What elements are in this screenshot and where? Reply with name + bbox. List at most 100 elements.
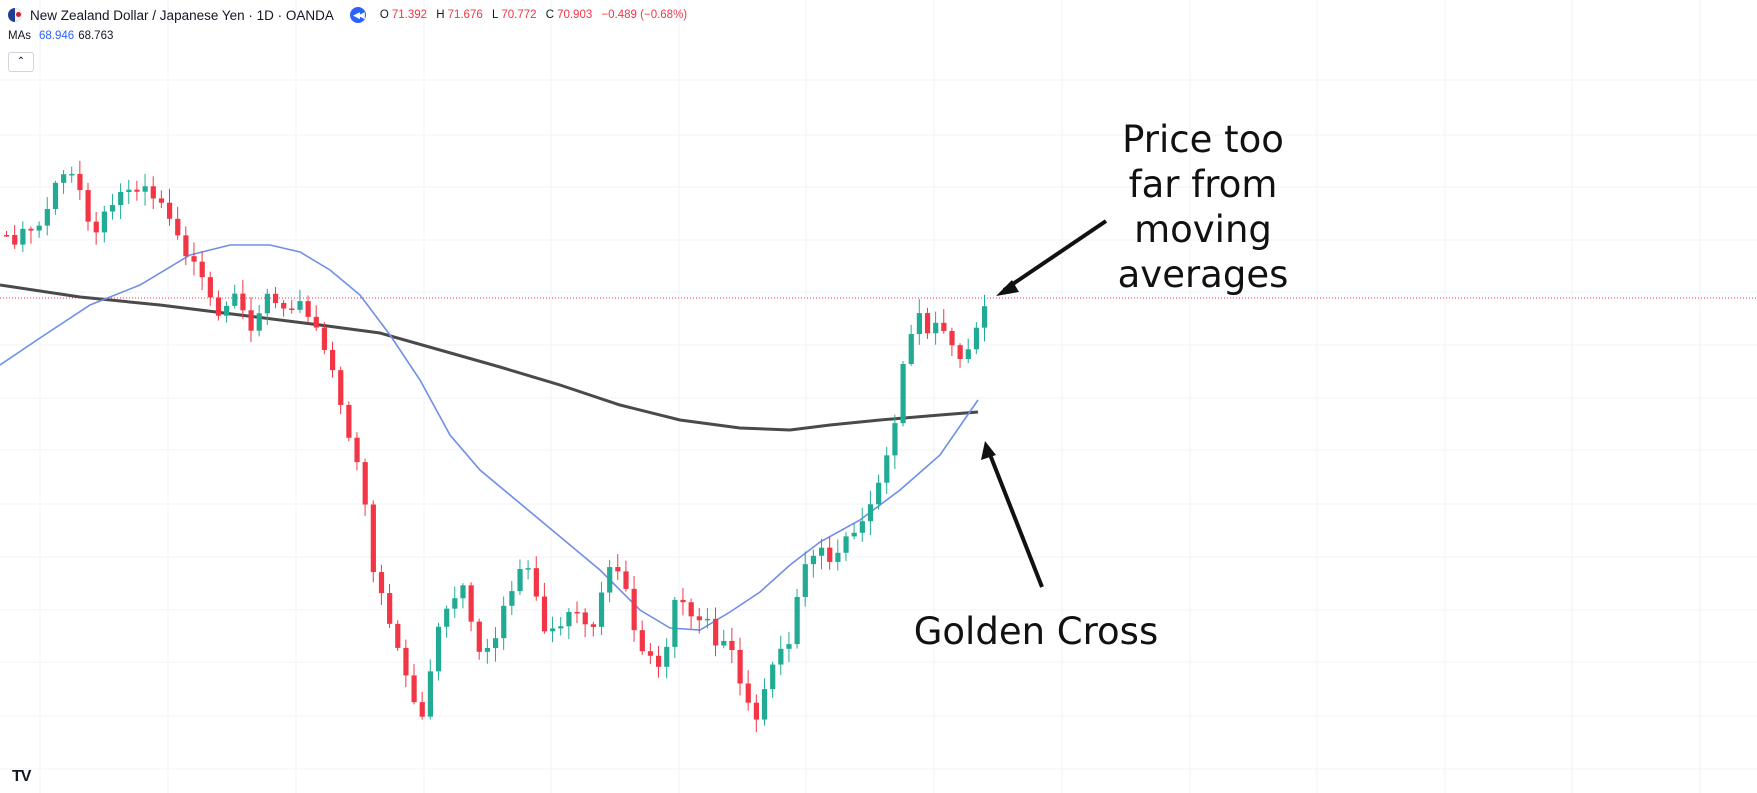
candle-body (965, 349, 971, 359)
candle-body (69, 173, 75, 176)
candle-body (851, 532, 857, 537)
indicator-label: MAs (8, 30, 31, 42)
candle-body (28, 228, 34, 231)
candle-body (680, 599, 686, 603)
candle-body (639, 630, 645, 652)
candle-body (444, 608, 450, 627)
candle-body (346, 404, 352, 438)
candle-body (183, 235, 189, 257)
candle-body (982, 306, 988, 328)
candle-body (656, 655, 662, 667)
candle-body (85, 190, 91, 222)
candle-body (949, 330, 955, 346)
candle-body (297, 301, 303, 310)
candle-body (109, 205, 116, 212)
symbol-title[interactable]: New Zealand Dollar / Japanese Yen · 1D ·… (30, 7, 334, 23)
candle-body (158, 198, 165, 203)
candle-body (550, 628, 556, 632)
candle-body (403, 647, 409, 676)
candle-body (615, 567, 621, 572)
candle-body (884, 455, 890, 483)
candle-body (460, 585, 466, 599)
candle-body (248, 310, 254, 331)
ma-fast-value: 68.946 (39, 30, 75, 42)
candle-body (134, 189, 140, 192)
candle-body (574, 611, 580, 614)
ma-fast-line (0, 244, 979, 631)
candle-body (541, 596, 548, 632)
candle-body (770, 664, 776, 690)
candle-body (12, 235, 18, 245)
replay-icon[interactable]: ◀◀ (349, 7, 366, 23)
candle-body (330, 349, 336, 371)
candle-body (199, 261, 205, 278)
candle-body (419, 702, 425, 717)
candle-body (835, 552, 841, 562)
candle-body (484, 647, 491, 652)
candle-body (558, 626, 564, 629)
candle-body (827, 547, 833, 562)
candle-body (973, 327, 980, 350)
candle-body (631, 588, 637, 631)
candle-body (191, 256, 197, 262)
candle-body (802, 564, 808, 598)
candle-body (321, 327, 328, 350)
candlestick-series (4, 160, 988, 733)
candle-body (590, 624, 596, 627)
candle-body (77, 173, 83, 191)
candle-body (876, 482, 882, 505)
candle-body (493, 638, 499, 648)
candle-body (387, 593, 393, 624)
candle-body (378, 572, 385, 594)
candle-body (647, 651, 654, 656)
chart-legend-header: New Zealand Dollar / Japanese Yen · 1D ·… (8, 6, 690, 24)
candle-body (794, 597, 800, 645)
tradingview-logo-icon[interactable]: TV (12, 768, 31, 785)
candle-body (289, 308, 295, 311)
candle-body (20, 228, 26, 245)
candle-body (786, 644, 792, 649)
candle-body (501, 605, 507, 639)
annotation-price-note: Price too far from moving averages (1117, 118, 1289, 296)
candle-body (566, 611, 572, 627)
candle-body (224, 305, 230, 316)
candle-body (215, 297, 222, 316)
candle-body (704, 618, 711, 621)
candle-body (509, 591, 515, 606)
candle-body (256, 313, 262, 331)
candle-body (843, 536, 849, 553)
candle-body (908, 334, 914, 364)
candle-body (924, 313, 931, 334)
candle-body (232, 293, 238, 306)
candle-body (452, 598, 458, 609)
candle-body (753, 702, 759, 720)
candle-body (395, 623, 401, 648)
candle-body (101, 211, 107, 233)
candle-body (819, 547, 825, 556)
candle-body (737, 650, 743, 684)
candle-body (607, 567, 613, 593)
candle-body (745, 683, 751, 703)
candle-body (729, 640, 735, 651)
arrow-to-cross (981, 441, 1044, 588)
candle-body (517, 568, 523, 592)
candle-body (435, 626, 442, 672)
candle-body (362, 462, 368, 505)
candle-body (272, 293, 279, 303)
candle-body (338, 370, 344, 405)
candle-body (142, 186, 148, 192)
candle-body (721, 640, 727, 646)
indicator-legend[interactable]: MAs 68.946 68.763 (8, 30, 113, 42)
candle-body (761, 689, 768, 720)
change-value: −0.489 (−0.68%) (601, 9, 688, 21)
candle-body (150, 186, 156, 199)
candle-body (240, 293, 246, 311)
candle-body (411, 675, 417, 703)
candle-body (525, 568, 531, 570)
candle-body (264, 293, 270, 314)
collapse-legend-button[interactable]: ⌃ (8, 52, 34, 72)
candle-body (892, 423, 898, 456)
candle-body (598, 592, 605, 627)
candle-body (36, 225, 42, 231)
